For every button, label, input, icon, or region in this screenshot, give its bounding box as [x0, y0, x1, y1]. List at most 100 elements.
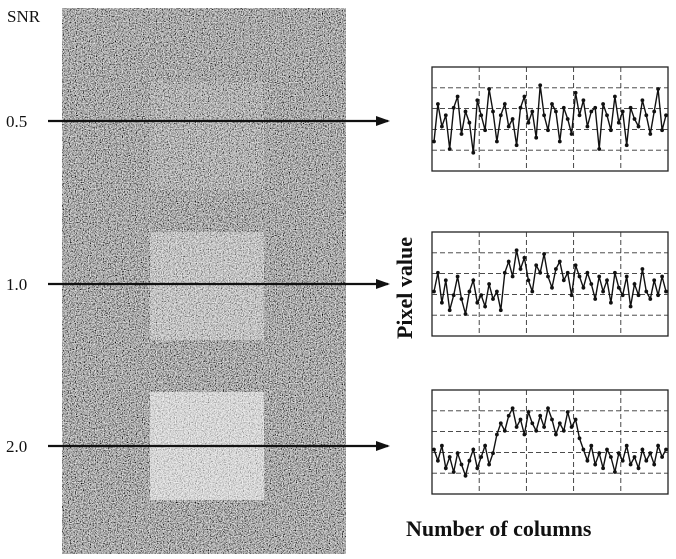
- pixel-profile-point: [475, 466, 480, 471]
- pixel-profile-point: [467, 458, 472, 463]
- pixel-profile-point: [585, 124, 590, 129]
- pixel-profile-point: [636, 293, 641, 298]
- pixel-profile-point: [569, 132, 574, 136]
- pixel-profile-point: [538, 270, 543, 275]
- pixel-profile-point: [510, 406, 515, 411]
- pixel-profile-plot-snr-2-0: [431, 389, 669, 495]
- pixel-profile-point: [530, 421, 535, 426]
- pixel-profile-point: [546, 274, 550, 279]
- pixel-profile-point: [573, 263, 578, 268]
- pixel-profile-point: [502, 102, 507, 106]
- pixel-profile-point: [483, 128, 487, 133]
- pixel-profile-point: [581, 447, 586, 452]
- pixel-profile-point: [436, 270, 440, 275]
- pixel-profile-point: [526, 278, 531, 283]
- pixel-profile-point: [561, 428, 566, 433]
- pixel-profile-point: [656, 293, 660, 298]
- pixel-profile-point: [577, 274, 582, 279]
- pixel-profile-point: [613, 94, 617, 99]
- pixel-profile-point: [636, 124, 641, 129]
- pixel-profile-point: [491, 297, 495, 301]
- pixel-profile-point: [620, 293, 625, 298]
- pixel-profile-point: [660, 274, 664, 279]
- pixel-profile-plot-snr-0-5: [431, 66, 669, 172]
- pixel-profile-point: [498, 113, 503, 118]
- snr-heading: SNR: [7, 7, 41, 26]
- pixel-profile-point: [624, 143, 629, 148]
- pixel-profile-point: [589, 443, 594, 448]
- pixel-profile-point: [652, 462, 657, 467]
- pixel-profile-point: [664, 447, 668, 452]
- pixel-profile-point: [436, 102, 440, 106]
- pixel-profile-point: [616, 120, 621, 125]
- pixel-profile-point: [644, 458, 649, 463]
- pixel-profile-point: [440, 443, 444, 448]
- snr-label-0-5: 0.5: [6, 112, 28, 131]
- pixel-profile-point: [459, 462, 464, 467]
- pixel-profile-point: [561, 105, 566, 110]
- pixel-profile-point: [542, 425, 546, 429]
- pixel-profile-point: [601, 102, 605, 106]
- pixel-profile-point: [632, 117, 637, 121]
- pixel-profile-point: [550, 102, 554, 106]
- pixel-profile-point: [506, 413, 511, 418]
- pixel-profile-point: [585, 270, 590, 275]
- pixel-profile-trace: [433, 250, 667, 315]
- pixel-profile-point: [656, 443, 660, 448]
- pixel-profile-point: [506, 259, 511, 264]
- pixel-profile-point: [554, 109, 558, 114]
- pixel-profile-point: [538, 83, 543, 88]
- pixel-profile-point: [514, 425, 519, 429]
- pixel-profile-point: [471, 150, 476, 155]
- pixel-profile-point: [620, 109, 625, 114]
- pixel-profile-point: [510, 117, 515, 121]
- pixel-profile-point: [475, 98, 480, 103]
- pixel-profile-point: [498, 421, 503, 426]
- pixel-profile-point: [451, 105, 456, 110]
- pixel-profile-point: [593, 297, 598, 301]
- pixel-profile-point: [510, 274, 515, 279]
- pixel-profile-point: [526, 410, 531, 414]
- pixel-profile-point: [565, 117, 570, 121]
- pixel-profile-point: [491, 109, 495, 114]
- pixel-profile-point: [432, 139, 436, 144]
- pixel-profile-point: [597, 147, 602, 151]
- pixel-profile-point: [475, 300, 480, 305]
- pixel-profile-point: [542, 113, 546, 118]
- y-axis-label: Pixel value: [392, 236, 417, 340]
- pixel-profile-point: [487, 462, 491, 467]
- pixel-profile-point: [522, 255, 527, 260]
- pixel-profile-point: [432, 289, 436, 294]
- pixel-profile-point: [581, 285, 586, 290]
- pixel-profile-point: [565, 410, 570, 414]
- pixel-profile-point: [447, 308, 452, 313]
- pixel-profile-point: [613, 470, 617, 474]
- pixel-profile-point: [479, 455, 484, 459]
- pixel-profile-point: [455, 274, 460, 279]
- pixel-profile-point: [601, 466, 605, 471]
- pixel-profile-point: [487, 87, 491, 91]
- pixel-profile-point: [652, 109, 657, 114]
- pixel-profile-point: [605, 447, 609, 452]
- pixel-profile-point: [648, 132, 653, 136]
- pixel-profile-point: [660, 128, 664, 133]
- pixel-profile-point: [451, 293, 456, 298]
- x-axis-label: Number of columns: [406, 516, 592, 541]
- pixel-profile-point: [632, 455, 637, 459]
- pixel-profile-point: [585, 458, 590, 463]
- pixel-profile-plot-snr-1-0: [431, 231, 669, 337]
- pixel-profile-point: [459, 132, 464, 136]
- pixel-profile-point: [451, 470, 456, 474]
- pixel-profile-point: [589, 282, 594, 286]
- pixel-profile-point: [534, 135, 539, 140]
- pixel-profile-point: [609, 128, 613, 133]
- pixel-profile-point: [640, 267, 645, 271]
- pixel-profile-point: [495, 139, 499, 144]
- pixel-profile-point: [640, 447, 645, 452]
- pixel-profile-point: [664, 113, 668, 118]
- noise-image-panel: [62, 8, 346, 554]
- pixel-profile-point: [447, 147, 452, 151]
- pixel-profile-point: [577, 436, 582, 441]
- pixel-profile-point: [498, 308, 503, 313]
